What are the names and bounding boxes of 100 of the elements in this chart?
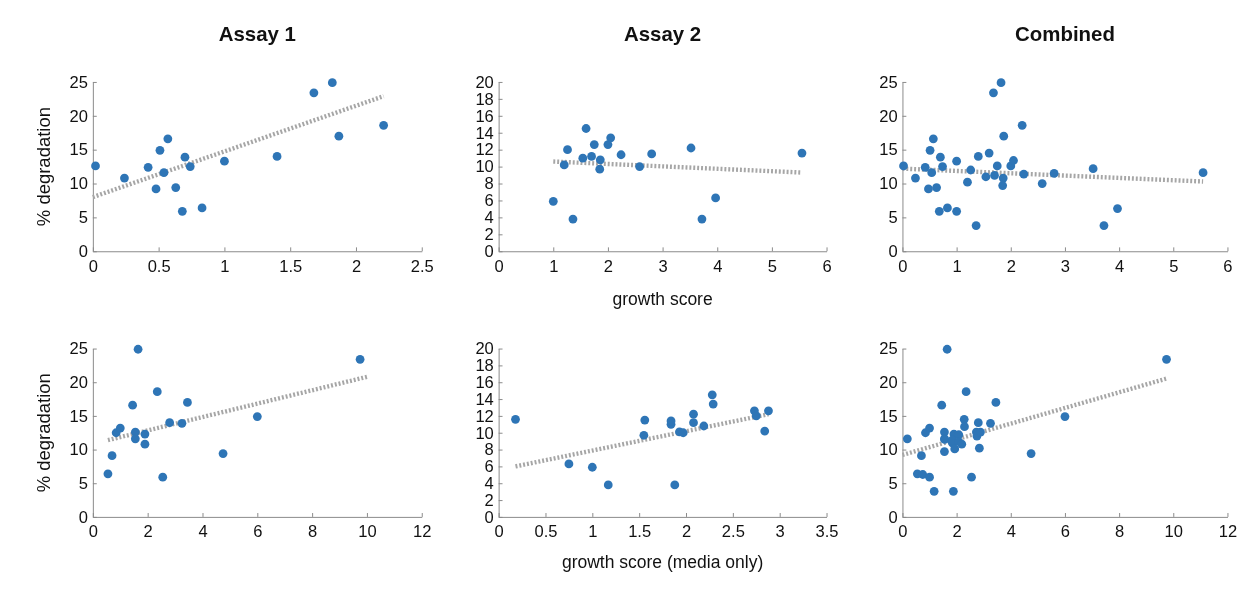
x-tick-label: 8 — [1115, 522, 1125, 542]
point — [966, 165, 976, 175]
x-tick-label: 1 — [952, 256, 962, 276]
y-tick-label: 0 — [484, 507, 494, 527]
y-tick-label: 25 — [69, 72, 88, 92]
y-tick-label: 10 — [475, 157, 494, 177]
y-tick-label: 6 — [484, 191, 494, 211]
point — [595, 164, 605, 174]
point — [640, 415, 650, 425]
point — [990, 171, 999, 180]
point — [587, 462, 597, 472]
x-tick-label: 2 — [952, 522, 962, 542]
y-tick-label: 20 — [69, 106, 88, 126]
y-tick-label: 14 — [475, 123, 494, 143]
point — [252, 412, 262, 421]
x-tick-label: 1 — [588, 522, 598, 542]
point — [155, 145, 165, 155]
point — [911, 173, 920, 183]
point — [992, 161, 1002, 171]
y-tick-label: 10 — [69, 174, 88, 194]
y-tick-label: 8 — [484, 440, 494, 460]
point — [1049, 169, 1059, 178]
point — [603, 140, 613, 149]
point — [920, 162, 930, 172]
point — [616, 150, 626, 160]
y-tick-label: 4 — [484, 208, 494, 228]
point — [639, 430, 649, 440]
point — [925, 423, 934, 433]
point — [899, 161, 908, 171]
point — [606, 133, 616, 143]
x-tick-label: 6 — [1060, 522, 1071, 542]
y-tick-label: 12 — [475, 140, 494, 160]
point — [140, 429, 150, 439]
x-tick-label: 0.5 — [147, 256, 171, 276]
x-tick-label: 6 — [1223, 256, 1233, 276]
x-tick-label: 0.5 — [534, 522, 558, 542]
point — [140, 439, 150, 449]
point — [686, 143, 696, 153]
point — [1060, 412, 1070, 421]
point — [707, 390, 717, 400]
y-tick-label: 0 — [888, 507, 898, 527]
x-tick-label: 2 — [603, 256, 614, 276]
x-tick-label: 2 — [351, 256, 362, 276]
y-tick-label: 16 — [475, 106, 494, 126]
x-tick-label: 4 — [713, 256, 723, 276]
point — [1099, 221, 1109, 230]
point — [942, 344, 952, 354]
point — [948, 486, 958, 496]
point — [595, 155, 605, 165]
point — [220, 156, 229, 166]
x-tick-label: 1.5 — [279, 256, 303, 276]
point — [171, 183, 181, 192]
point — [973, 152, 983, 161]
point — [950, 444, 960, 454]
x-tick-label: 5 — [1169, 256, 1179, 276]
y-tick-label: 0 — [78, 242, 88, 262]
point — [130, 434, 140, 444]
point — [1009, 156, 1018, 165]
point — [973, 418, 983, 428]
y-tick-label: 0 — [484, 242, 494, 262]
point — [107, 451, 117, 461]
x-axis-title: growth score — [612, 288, 713, 309]
point — [1113, 204, 1122, 213]
point — [932, 183, 941, 192]
point — [934, 206, 944, 216]
point — [927, 168, 937, 178]
point — [924, 184, 933, 194]
point — [917, 451, 926, 461]
point — [133, 344, 143, 354]
chart-title: Assay 1 — [218, 23, 296, 46]
point — [971, 221, 981, 230]
y-axis-title: % degradation — [33, 107, 55, 227]
point — [902, 434, 912, 444]
point — [559, 160, 569, 170]
x-tick-label: 1 — [549, 256, 559, 276]
point — [918, 470, 928, 479]
point — [928, 134, 938, 144]
y-tick-label: 5 — [78, 208, 88, 228]
y-tick-label: 25 — [879, 72, 898, 92]
point — [635, 162, 645, 171]
x-tick-label: 12 — [413, 522, 432, 542]
chart-title: Combined — [1015, 23, 1115, 46]
x-tick-label: 2 — [681, 522, 692, 542]
point — [760, 426, 770, 436]
y-tick-label: 10 — [879, 174, 898, 194]
x-tick-label: 8 — [308, 522, 318, 542]
point — [764, 406, 773, 416]
point — [272, 152, 282, 161]
point — [1017, 120, 1027, 130]
point — [937, 400, 947, 410]
y-tick-label: 18 — [475, 356, 494, 376]
point — [103, 469, 113, 479]
x-tick-label: 4 — [1115, 256, 1125, 276]
point — [929, 486, 939, 496]
y-tick-label: 15 — [879, 140, 898, 160]
x-tick-label: 5 — [767, 256, 777, 276]
y-tick-label: 20 — [475, 72, 494, 92]
point — [185, 162, 195, 171]
point — [158, 472, 168, 482]
y-tick-label: 2 — [484, 225, 494, 245]
